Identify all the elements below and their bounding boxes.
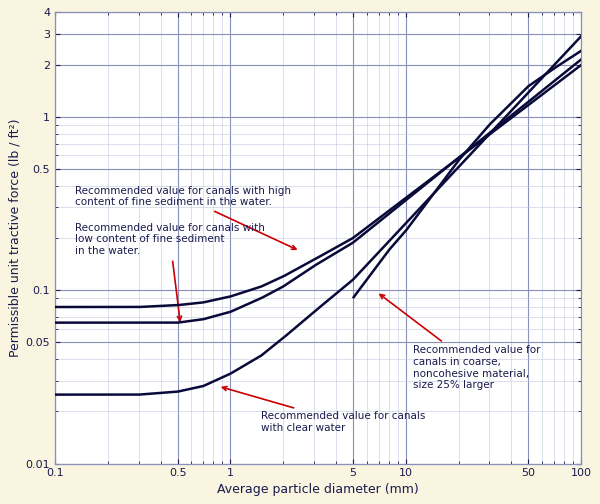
Text: Recommended value for
canals in coarse,
noncohesive material,
size 25% larger: Recommended value for canals in coarse, … xyxy=(380,294,541,390)
Y-axis label: Permissible unit tractive force (lb / ft²): Permissible unit tractive force (lb / ft… xyxy=(8,119,22,357)
Text: Recommended value for canals
with clear water: Recommended value for canals with clear … xyxy=(223,387,425,433)
Text: Recommended value for canals with
low content of fine sediment
in the water.: Recommended value for canals with low co… xyxy=(75,223,265,321)
Text: Recommended value for canals with high
content of fine sediment in the water.: Recommended value for canals with high c… xyxy=(75,186,296,249)
X-axis label: Average particle diameter (mm): Average particle diameter (mm) xyxy=(217,483,419,495)
